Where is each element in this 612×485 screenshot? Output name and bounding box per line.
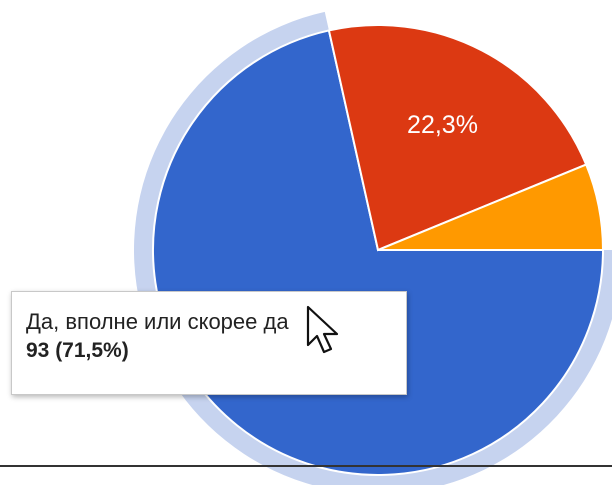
slice-tooltip: Да, вполне или скорее да 93 (71,5%) (11, 291, 407, 395)
tooltip-label: Да, вполне или скорее да (26, 309, 289, 334)
pie-slice-2[interactable] (377, 163, 605, 251)
tooltip-value: 93 (71,5%) (26, 339, 129, 362)
pie-slice-1[interactable] (327, 24, 588, 252)
slice-label-1: 22,3% (407, 111, 478, 139)
arrow-pointer-icon (306, 305, 339, 354)
bottom-divider (0, 465, 612, 467)
